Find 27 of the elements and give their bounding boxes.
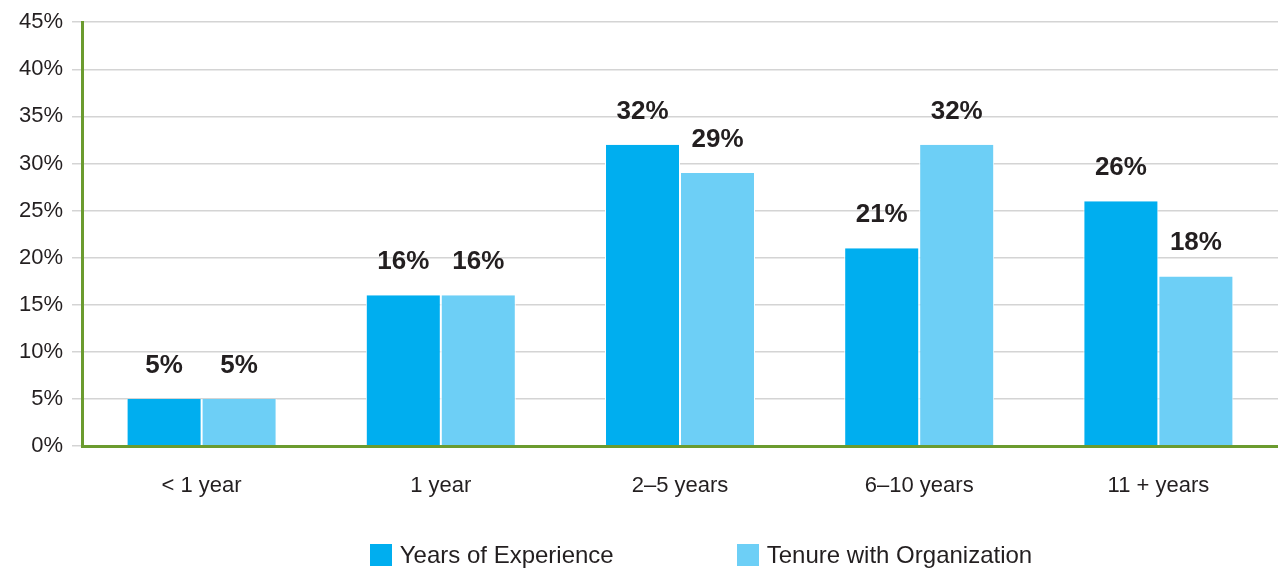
legend-label: Years of Experience bbox=[399, 540, 614, 569]
data-label: 5% bbox=[220, 348, 258, 379]
y-tick-label: 0% bbox=[31, 432, 63, 458]
legend-label: Tenure with Organization bbox=[766, 540, 1033, 569]
data-label: 32% bbox=[930, 94, 983, 125]
x-tick-label: 2–5 years bbox=[631, 472, 729, 498]
x-tick-label: < 1 year bbox=[161, 472, 242, 498]
data-label: 21% bbox=[855, 198, 908, 229]
x-tick-label: 1 year bbox=[410, 472, 472, 498]
data-label: 26% bbox=[1094, 151, 1147, 182]
data-label: 32% bbox=[616, 94, 669, 125]
x-tick-label: 11 + years bbox=[1107, 472, 1210, 498]
y-tick-label: 20% bbox=[18, 243, 63, 269]
data-label: 16% bbox=[452, 245, 505, 276]
y-tick-label: 25% bbox=[18, 196, 63, 222]
data-label: 16% bbox=[377, 245, 430, 276]
y-tick-label: 15% bbox=[18, 290, 63, 316]
y-tick-label: 35% bbox=[18, 102, 63, 128]
x-tick-label: 6–10 years bbox=[864, 472, 974, 498]
data-label: 29% bbox=[691, 122, 744, 153]
y-tick-label: 45% bbox=[18, 8, 63, 34]
data-label: 18% bbox=[1169, 226, 1222, 257]
y-tick-label: 30% bbox=[18, 149, 63, 175]
data-label: 5% bbox=[145, 348, 183, 379]
y-tick-label: 10% bbox=[18, 337, 63, 363]
y-tick-label: 40% bbox=[18, 55, 63, 81]
y-tick-label: 5% bbox=[31, 384, 63, 410]
